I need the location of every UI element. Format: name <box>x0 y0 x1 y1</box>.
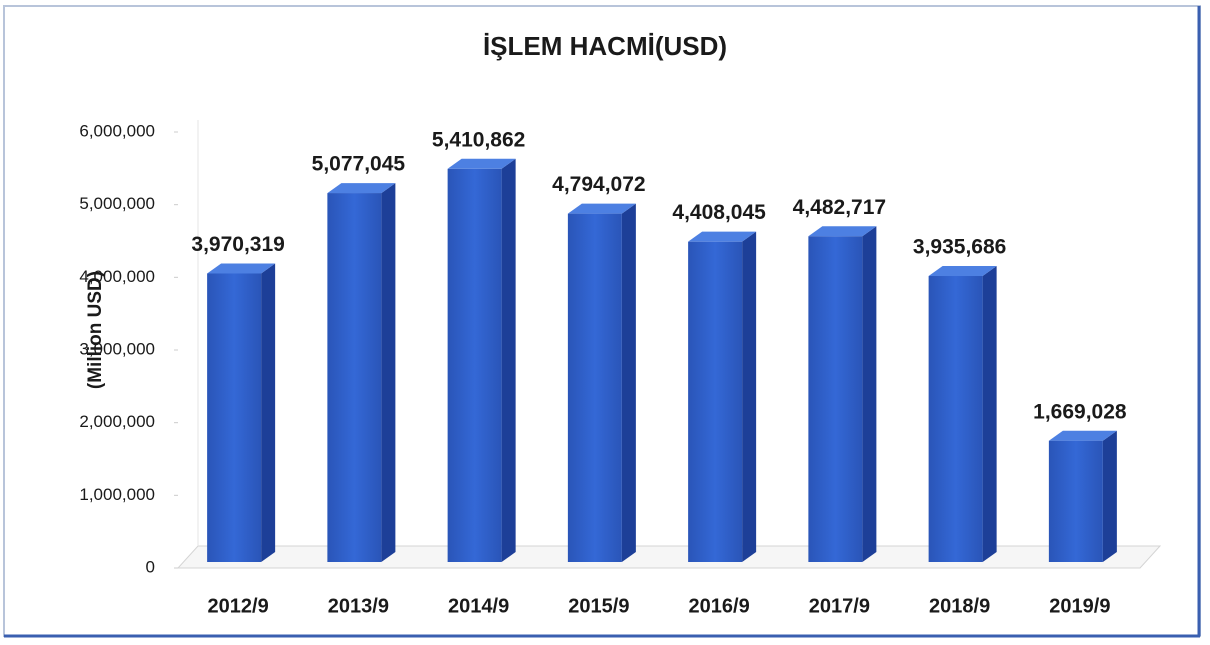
x-tick-label: 2019/9 <box>1049 595 1110 617</box>
bar-top <box>447 158 516 169</box>
y-tick-label: 5,000,000 <box>79 194 155 213</box>
bar-top <box>1048 430 1117 441</box>
chart-title: İŞLEM HACMİ(USD) <box>483 31 727 61</box>
x-tick-label: 2017/9 <box>809 595 870 617</box>
value-label: 1,669,028 <box>1033 400 1127 423</box>
bar-side <box>1102 430 1117 562</box>
value-label: 4,794,072 <box>552 173 645 196</box>
y-tick-label: 1,000,000 <box>79 485 155 504</box>
bar <box>207 273 262 562</box>
y-tick-label: 6,000,000 <box>79 121 155 140</box>
y-tick-label: 3,000,000 <box>79 339 155 358</box>
y-tick-label: 2,000,000 <box>79 412 155 431</box>
bar-top <box>808 226 877 237</box>
bar-side <box>742 231 757 562</box>
bar <box>1048 440 1103 562</box>
bar-side <box>621 203 636 562</box>
y-tick-label: 4,000,000 <box>79 267 155 286</box>
bar-side <box>982 266 997 562</box>
bar <box>808 236 863 562</box>
value-label: 3,935,686 <box>913 236 1006 259</box>
x-tick-label: 2014/9 <box>448 595 509 617</box>
bar <box>688 241 743 562</box>
bar <box>928 276 983 562</box>
value-label: 5,077,045 <box>312 153 406 176</box>
value-label: 4,408,045 <box>672 201 766 224</box>
bar-top <box>567 203 636 214</box>
bar-side <box>261 263 276 562</box>
bar-top <box>327 183 396 194</box>
x-tick-label: 2013/9 <box>328 595 389 617</box>
x-tick-label: 2015/9 <box>568 595 629 617</box>
bar-side <box>862 226 877 562</box>
y-axis-label: (Million USD) <box>85 271 106 389</box>
value-label: 5,410,862 <box>432 128 525 151</box>
y-tick-label: 0 <box>146 557 155 576</box>
bar <box>327 193 382 563</box>
x-tick-label: 2016/9 <box>689 595 750 617</box>
value-label: 3,970,319 <box>191 233 284 256</box>
value-label: 4,482,717 <box>793 196 886 219</box>
bar-side <box>501 158 516 562</box>
x-tick-label: 2012/9 <box>208 595 269 617</box>
bar-top <box>207 263 276 274</box>
x-tick-label: 2018/9 <box>929 595 990 617</box>
bar-side <box>381 183 396 563</box>
floor <box>176 545 1162 569</box>
bar-top <box>688 231 757 242</box>
bar <box>567 213 622 562</box>
bar <box>447 168 502 562</box>
bar-top <box>928 266 997 277</box>
